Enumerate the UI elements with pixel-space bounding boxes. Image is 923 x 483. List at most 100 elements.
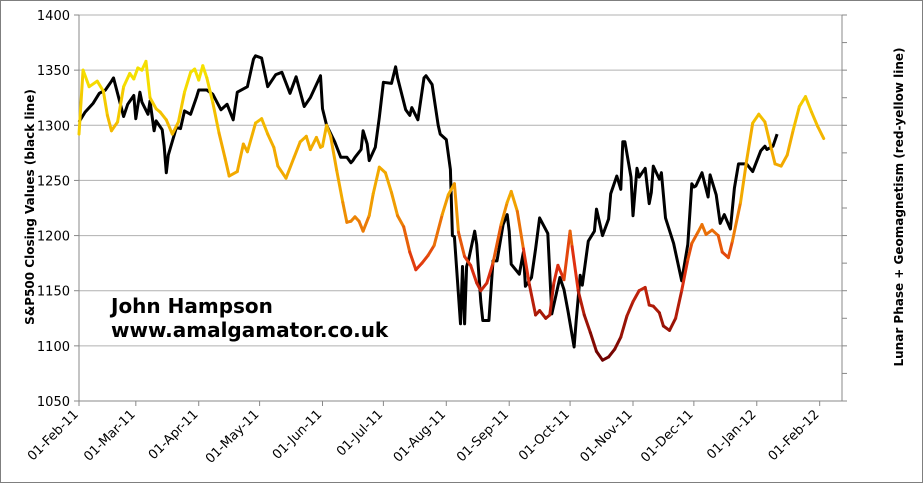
lunar-line-segment xyxy=(217,131,227,160)
series-layer xyxy=(77,54,826,362)
lunar-line-segment xyxy=(367,192,375,218)
lunar-line-segment xyxy=(266,132,276,149)
lunar-line-segment xyxy=(582,313,592,335)
lunar-line-segment xyxy=(515,209,525,251)
lunar-line-segment xyxy=(779,153,789,168)
lunar-line-segment xyxy=(631,289,641,304)
lunar-line-segment xyxy=(730,200,743,243)
lunar-line-segment xyxy=(491,223,503,265)
lunar-line-segment xyxy=(700,223,708,236)
lunar-line-segment xyxy=(785,128,795,157)
lunar-line-segment xyxy=(81,68,91,89)
y-tick-label: 1350 xyxy=(37,64,70,79)
lunar-line-segment xyxy=(164,118,174,136)
lunar-line-segment xyxy=(245,121,258,154)
lunar-line-segment xyxy=(95,79,105,93)
lunar-line-segment xyxy=(402,225,412,254)
sp500-line xyxy=(77,54,779,349)
lunar-line-segment xyxy=(690,230,700,245)
y-tick-label: 1200 xyxy=(37,230,70,245)
lunar-line-segment xyxy=(625,300,635,318)
lunar-line-segment xyxy=(607,347,617,359)
lunar-line-segment xyxy=(527,283,538,317)
lunar-line-segment xyxy=(105,113,113,133)
lunar-line-segment xyxy=(548,281,556,317)
website-annotation: www.amalgamator.co.uk xyxy=(111,318,389,342)
y-tick-label: 1400 xyxy=(37,9,70,24)
lunar-line-segment xyxy=(211,101,221,135)
lunar-line-segment xyxy=(757,112,767,124)
lunar-line-segment xyxy=(260,117,270,136)
lunar-line-segment xyxy=(183,70,193,94)
lunar-line-segment xyxy=(148,96,158,111)
lunar-line-segment xyxy=(657,311,665,328)
y-tick-label: 1100 xyxy=(37,340,70,355)
lunar-line-segment xyxy=(674,289,684,320)
y2-axis-title: Lunar Phase + Geomagnetism (red-yellow l… xyxy=(892,47,906,366)
lunar-line-segment xyxy=(570,245,580,293)
lunar-line-segment xyxy=(791,105,801,132)
lunar-line-segment xyxy=(469,263,479,285)
lunar-line-segment xyxy=(109,120,120,133)
lunar-line-segment xyxy=(132,66,140,81)
lunar-line-segment xyxy=(440,193,450,217)
lunar-line-segment xyxy=(292,140,302,159)
lunar-line-segment xyxy=(420,253,430,265)
lunar-line-segment xyxy=(304,134,312,152)
lunar-line-segment xyxy=(314,135,322,149)
lunar-line-segment xyxy=(144,59,152,100)
lunar-line-segment xyxy=(562,229,572,282)
lunar-line-segment xyxy=(810,110,820,128)
lunar-line-segment xyxy=(158,110,168,122)
y-tick-label: 1300 xyxy=(37,119,70,134)
lunar-line-segment xyxy=(426,243,436,257)
lunar-line-segment xyxy=(485,261,495,285)
lunar-line-segment xyxy=(680,258,690,293)
lunar-line-segment xyxy=(101,89,109,117)
lunar-line-segment xyxy=(87,79,99,89)
lunar-line-segment xyxy=(227,170,239,178)
lunar-line-segment xyxy=(390,191,400,218)
lunar-line-segment xyxy=(463,255,473,267)
lunar-line-segment xyxy=(568,229,574,249)
lunar-line-segment xyxy=(205,76,215,105)
lunar-line-segment xyxy=(371,165,381,196)
lunar-line-segment xyxy=(716,234,724,254)
lunar-line-segment xyxy=(408,250,418,272)
lunar-line-segment xyxy=(308,135,318,152)
lunar-line-segment xyxy=(763,120,773,149)
lunar-line-segment xyxy=(335,169,345,204)
lunar-line-segment xyxy=(361,214,371,233)
lunar-line-segment xyxy=(235,142,245,174)
lunar-line-segment xyxy=(122,71,132,89)
lunar-line-segment xyxy=(383,171,394,195)
lunar-line-segment xyxy=(803,95,814,114)
lunar-line-segment xyxy=(686,241,694,262)
lunar-line-segment xyxy=(223,156,231,178)
lunar-line-segment xyxy=(588,331,598,353)
lunar-line-segment xyxy=(594,349,605,362)
lunar-line-segment xyxy=(552,263,560,285)
lunar-line-segment xyxy=(276,164,288,180)
lunar-line-segment xyxy=(797,95,807,109)
y-tick-label: 1050 xyxy=(37,395,70,410)
lunar-line-segment xyxy=(521,247,531,287)
lunar-line-segment xyxy=(77,68,85,136)
lunar-line-segment xyxy=(432,213,444,247)
lunar-line-segment xyxy=(769,145,777,166)
lunar-line-segment xyxy=(668,316,678,332)
lunar-line-segment xyxy=(726,239,734,260)
lunar-line-segment xyxy=(509,189,519,213)
lunar-line-segment xyxy=(499,200,509,227)
lunar-line-segment xyxy=(321,123,329,148)
author-annotation: John Hampson xyxy=(109,294,273,318)
lunar-line-segment xyxy=(284,155,296,180)
y-axis-title: S&P500 Closing Values (black line) xyxy=(23,89,37,325)
lunar-line-segment xyxy=(619,314,629,339)
lunar-line-segment xyxy=(479,281,489,293)
lunar-line-segment xyxy=(745,121,755,163)
lunar-line-segment xyxy=(538,309,548,320)
lunar-line-segment xyxy=(176,90,187,124)
